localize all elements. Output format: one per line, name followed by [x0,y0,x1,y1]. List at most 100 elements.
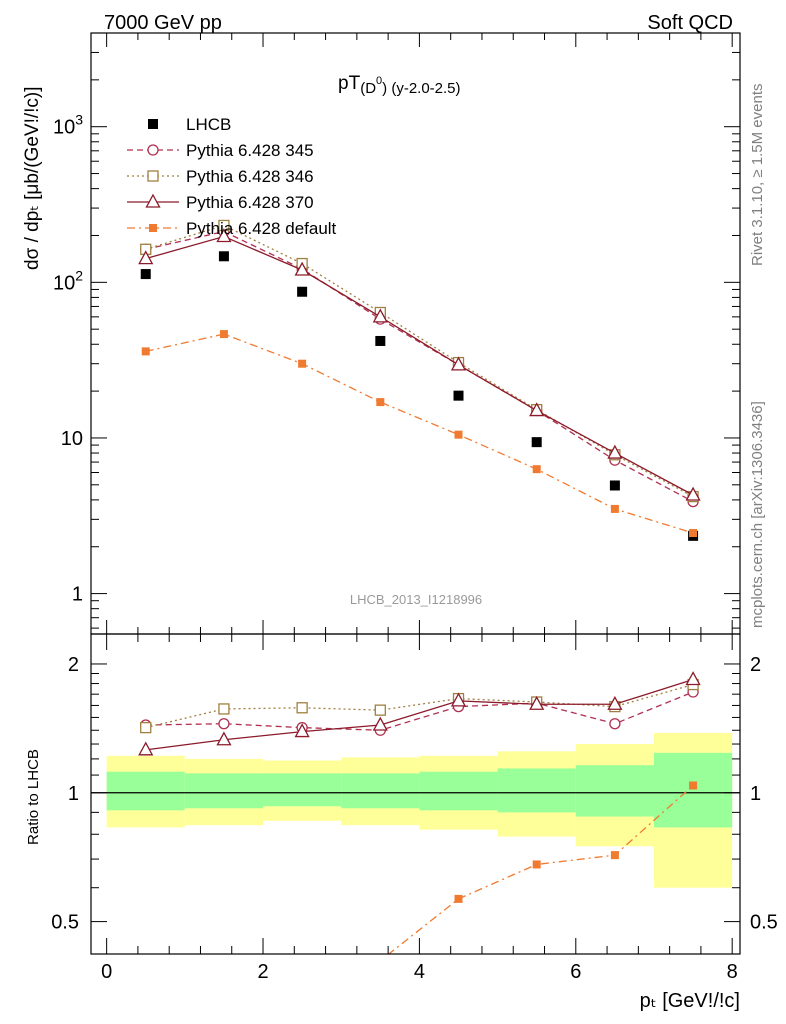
series-pythia-6-428-345 [140,225,699,508]
marker-circle [609,718,621,730]
legend: LHCB Pythia 6.428 345 Pythia 6.428 346 Pyth… [127,115,337,238]
series-line [387,785,694,954]
series-line [145,235,694,496]
series-lhcb [140,251,699,541]
marker-triangle [216,731,232,746]
x-tick-label: 2 [257,961,268,983]
band-inner [575,765,654,817]
x-axis-label: pₜ [GeV!/!c] [640,990,740,1012]
marker-square [375,335,386,346]
series-line [145,678,694,751]
marker-small-square [610,851,619,860]
main-title: pT(D0) (y-2.0-2.5) [338,73,461,97]
title-particle: D [365,80,376,97]
mcplots-label: mcplots.cern.ch [arXiv:1306.3436] [749,401,766,628]
marker-square [453,390,464,401]
title-superscript: 0 [376,75,382,87]
marker-square [531,437,542,448]
ratio-bands [91,732,740,888]
ratio-y-tick-label-right: 2 [750,654,761,676]
series-line [145,683,694,729]
band-inner [106,771,185,811]
ratio-frame [90,633,741,955]
marker-small-square [220,1006,228,1014]
legend-label: LHCB [186,115,231,134]
tick-base: 10 [53,117,75,139]
marker-open-square [140,721,152,734]
series-pythia-6-428-default [141,330,698,538]
ratio-y-tick-label-right: 0.5 [750,912,778,934]
marker-triangle [607,695,623,710]
marker-square [218,251,229,262]
band-inner [184,773,264,809]
marker-open-square [374,704,386,716]
y-axis-label: dσ / dpₜ [μb/(GeV!/!c)] [22,86,43,270]
legend-entry: Pythia 6.428 345 [127,141,314,160]
ratio-series [138,671,701,1014]
marker-small-square [454,894,463,903]
x-tick-label: 8 [727,961,738,983]
marker-square [148,119,158,129]
legend-entry: Pythia 6.428 370 [127,193,314,212]
ratio-panel: 0.5 0.5 1 1 2 2 0 2 4 6 8 Ratio to LHCB pₜ [GeV!/!… [25,633,778,1014]
ratio-y-tick-label: 2 [68,654,79,676]
ratio-y-tick-label: 0.5 [51,912,79,934]
title-range: (y-2.0-2.5) [387,80,460,97]
marker-small-square [298,359,307,368]
marker-small-square [532,465,541,474]
ratio-y-tick-label-right: 1 [750,783,761,805]
title-paren-close: ) [382,80,387,97]
ratio-axes: 0.5 0.5 1 1 2 2 0 2 4 6 8 [51,634,778,983]
legend-label: Pythia 6.428 345 [186,141,314,160]
marker-triangle [138,250,154,265]
legend-label: Pythia 6.428 346 [186,167,314,186]
y-tick-label: 1 [72,584,83,606]
marker-small-square [532,860,541,869]
series-line [145,691,694,731]
marker-triangle [450,356,467,371]
band-inner [497,768,576,813]
series-line [145,224,694,498]
marker-circle [147,144,159,156]
tick-exponent: 2 [75,267,83,283]
y-tick-label: 103 [53,112,83,139]
marker-triangle [294,723,310,738]
rivet-label: Rivet 3.1.10, ≥ 1.5M events [749,84,766,267]
marker-small-square [689,529,698,538]
y-tick-label: 10 [61,428,83,450]
y-tick-label: 102 [53,267,83,294]
marker-small-square [689,781,698,790]
marker-triangle [294,261,310,276]
marker-triangle [372,308,388,323]
marker-small-square [454,430,463,439]
title-paren-open: ( [360,80,365,97]
legend-entry: Pythia 6.428 default [127,219,337,238]
marker-triangle [685,671,701,686]
tick-exponent: 3 [75,112,83,128]
tick-base: 10 [53,272,75,294]
marker-small-square [376,398,385,407]
marker-small-square [142,1001,150,1009]
ratio-y-tick-label: 1 [68,783,79,805]
main-series [138,219,701,541]
marker-triangle [685,486,701,501]
series-pythia-6-428-346 [140,219,699,503]
series-pythia-6-428-370 [138,228,701,501]
x-tick-label: 6 [570,961,581,983]
series-line [145,333,694,534]
band-inner [341,773,420,809]
band-inner [419,771,498,811]
legend-entry: Pythia 6.428 346 [127,167,314,186]
energy-label: 7000 GeV pp [104,12,222,34]
marker-triangle [372,716,388,731]
legend-label: Pythia 6.428 370 [186,193,314,212]
marker-small-square [141,347,150,356]
watermark: LHCB_2013_I1218996 [350,592,482,607]
band-inner [263,773,342,807]
marker-small-square [149,224,157,232]
marker-open-square [296,702,308,714]
marker-triangle [216,228,232,243]
